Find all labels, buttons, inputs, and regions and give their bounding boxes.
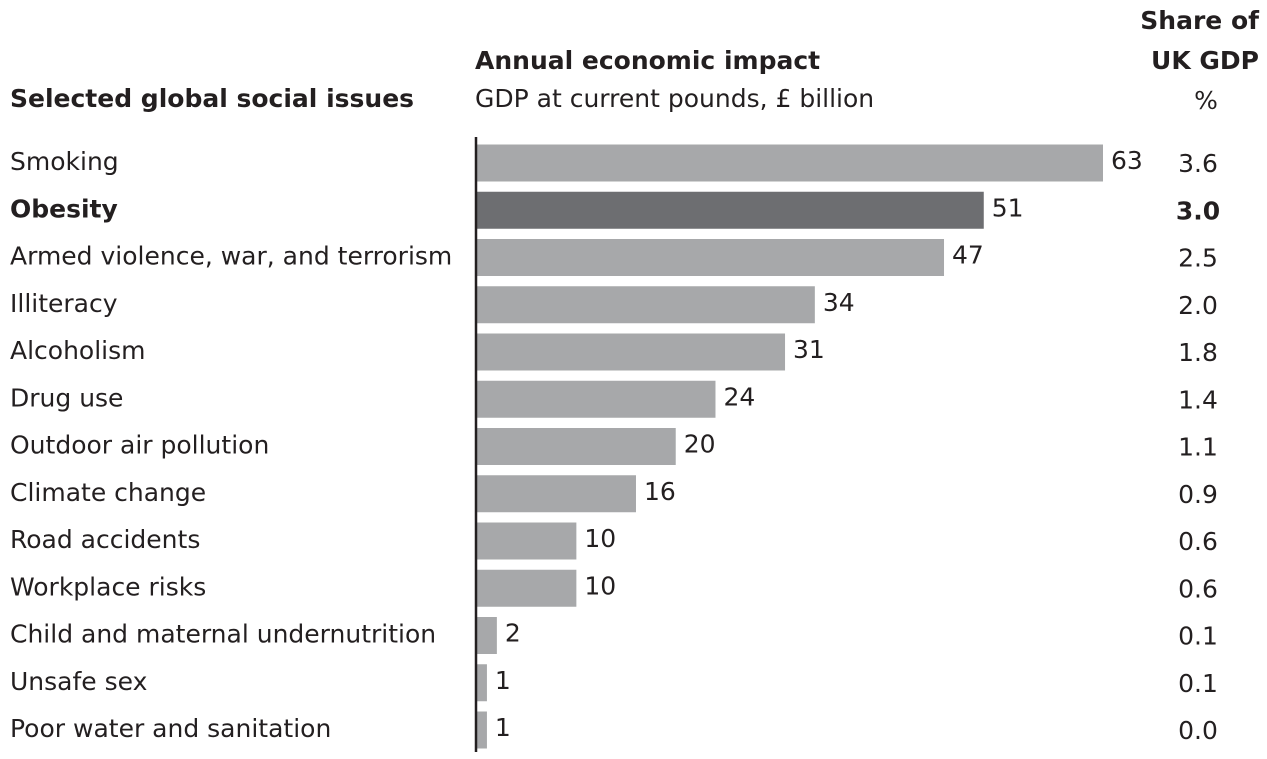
bar	[477, 711, 487, 749]
category-label: Drug use	[10, 383, 123, 412]
category-label: Smoking	[10, 147, 119, 176]
category-label: Obesity	[10, 194, 118, 223]
category-label: Road accidents	[10, 525, 200, 554]
bar	[477, 569, 577, 607]
bar-value-label: 34	[823, 288, 855, 317]
bar-value-label: 63	[1111, 146, 1143, 175]
share-unit: %	[1194, 86, 1218, 115]
share-of-gdp-value: 0.6	[1178, 527, 1218, 556]
bar	[477, 475, 636, 513]
share-of-gdp-value: 1.1	[1178, 433, 1218, 462]
bar	[477, 617, 497, 654]
bar-value-label: 10	[584, 524, 616, 553]
bar	[477, 286, 815, 324]
bar-value-label: 16	[644, 477, 676, 506]
category-label: Poor water and sanitation	[10, 714, 331, 743]
issues-column-header: Selected global social issues	[10, 84, 415, 113]
bar	[477, 191, 984, 229]
share-of-gdp-value: 0.6	[1178, 574, 1218, 603]
bar-value-label: 51	[992, 193, 1024, 222]
category-label: Alcoholism	[10, 336, 146, 365]
share-of-gdp-value: 0.1	[1178, 669, 1218, 698]
share-of-gdp-value: 1.8	[1178, 338, 1218, 367]
bar-value-label: 1	[495, 713, 511, 742]
bar-value-label: 24	[723, 382, 755, 411]
bar	[477, 144, 1103, 182]
bar-value-label: 2	[505, 619, 521, 648]
share-of-gdp-value: 0.9	[1178, 480, 1218, 509]
category-label: Outdoor air pollution	[10, 431, 269, 460]
bar-value-label: 31	[793, 335, 825, 364]
share-of-gdp-value: 3.6	[1178, 149, 1218, 178]
share-of-gdp-value: 2.0	[1178, 291, 1218, 320]
share-of-gdp-value: 0.1	[1178, 622, 1218, 651]
bar	[477, 333, 786, 371]
category-label: Climate change	[10, 478, 206, 507]
category-label: Workplace risks	[10, 572, 206, 601]
share-of-gdp-value: 1.4	[1178, 385, 1218, 414]
category-label: Illiteracy	[10, 289, 118, 318]
bar	[477, 522, 577, 560]
bar	[477, 428, 676, 465]
category-label: Child and maternal undernutrition	[10, 620, 436, 649]
bar-value-label: 1	[495, 666, 511, 695]
bar	[477, 664, 487, 702]
share-of-gdp-value: 2.5	[1178, 244, 1218, 273]
share-header-line1: Share of	[1140, 6, 1259, 35]
category-label: Armed violence, war, and terrorism	[10, 242, 452, 271]
share-of-gdp-value: 0.0	[1178, 716, 1218, 745]
impact-title: Annual economic impact	[475, 46, 821, 75]
impact-subtitle: GDP at current pounds, £ billion	[475, 84, 875, 113]
bar-value-label: 10	[584, 571, 616, 600]
bar-value-label: 20	[684, 430, 716, 459]
share-of-gdp-value: 3.0	[1176, 196, 1220, 225]
bar	[477, 239, 945, 276]
bar-value-label: 47	[952, 241, 984, 270]
bar	[477, 380, 716, 418]
category-label: Unsafe sex	[10, 667, 147, 696]
share-header-line2: UK GDP	[1151, 46, 1259, 75]
